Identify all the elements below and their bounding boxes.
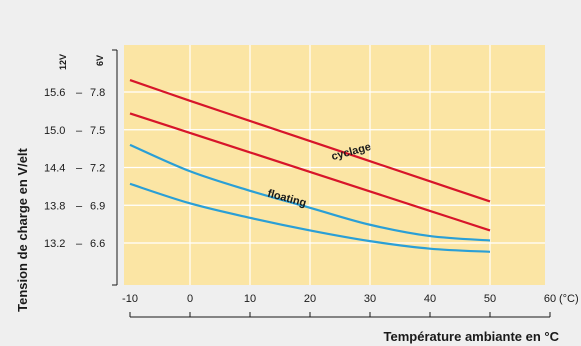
series-group [129,79,491,253]
y-tick-label-6v: 6.6 [90,238,105,250]
y-tick-dash: – [76,87,83,99]
y-tick-dash: – [76,200,83,212]
y-column-header-12v: 12V [58,54,68,70]
y-axis: 15.6–7.815.0–7.514.4–7.213.8–6.913.2–6.6… [15,49,118,312]
y-tick-label-6v: 7.2 [90,163,105,175]
series-line-cyclage-1 [129,112,491,232]
series-line-floating-2 [129,143,491,242]
series-line-floating-3 [129,182,491,253]
y-axis-title: Tension de charge en V/elt [15,147,30,311]
y-tick-label-6v: 7.5 [90,125,105,137]
y-tick-label-6v: 7.8 [90,87,105,99]
x-tick-label: 30 [364,293,376,305]
y-tick-dash: – [76,163,83,175]
y-tick-dash: – [76,125,83,137]
series-line-cyclage-0 [129,79,491,203]
x-tick-label: 40 [424,293,436,305]
y-tick-label-12v: 15.6 [44,87,65,99]
x-axis: -10 0 10 20 30 40 50 60 (°C) Température ambiante… [122,293,579,344]
x-tick-label: 60 [544,293,556,305]
y-tick-label-12v: 13.2 [44,238,65,250]
y-tick-dash: – [76,238,83,250]
x-tick-label: 0 [187,293,193,305]
y-tick-label-12v: 15.0 [44,125,65,137]
x-tick-label: 50 [484,293,496,305]
plot-background [124,45,545,285]
x-tick-label: -10 [122,293,138,305]
y-column-header-6v: 6V [95,55,105,66]
x-axis-unit: (°C) [559,293,579,305]
x-axis-title: Température ambiante en °C [384,329,560,344]
y-tick-label-12v: 13.8 [44,200,65,212]
y-tick-label-6v: 6.9 [90,200,105,212]
y-tick-label-12v: 14.4 [44,163,65,175]
x-tick-label: 20 [304,293,316,305]
vertical-gridlines [189,45,491,285]
x-tick-label: 10 [244,293,256,305]
